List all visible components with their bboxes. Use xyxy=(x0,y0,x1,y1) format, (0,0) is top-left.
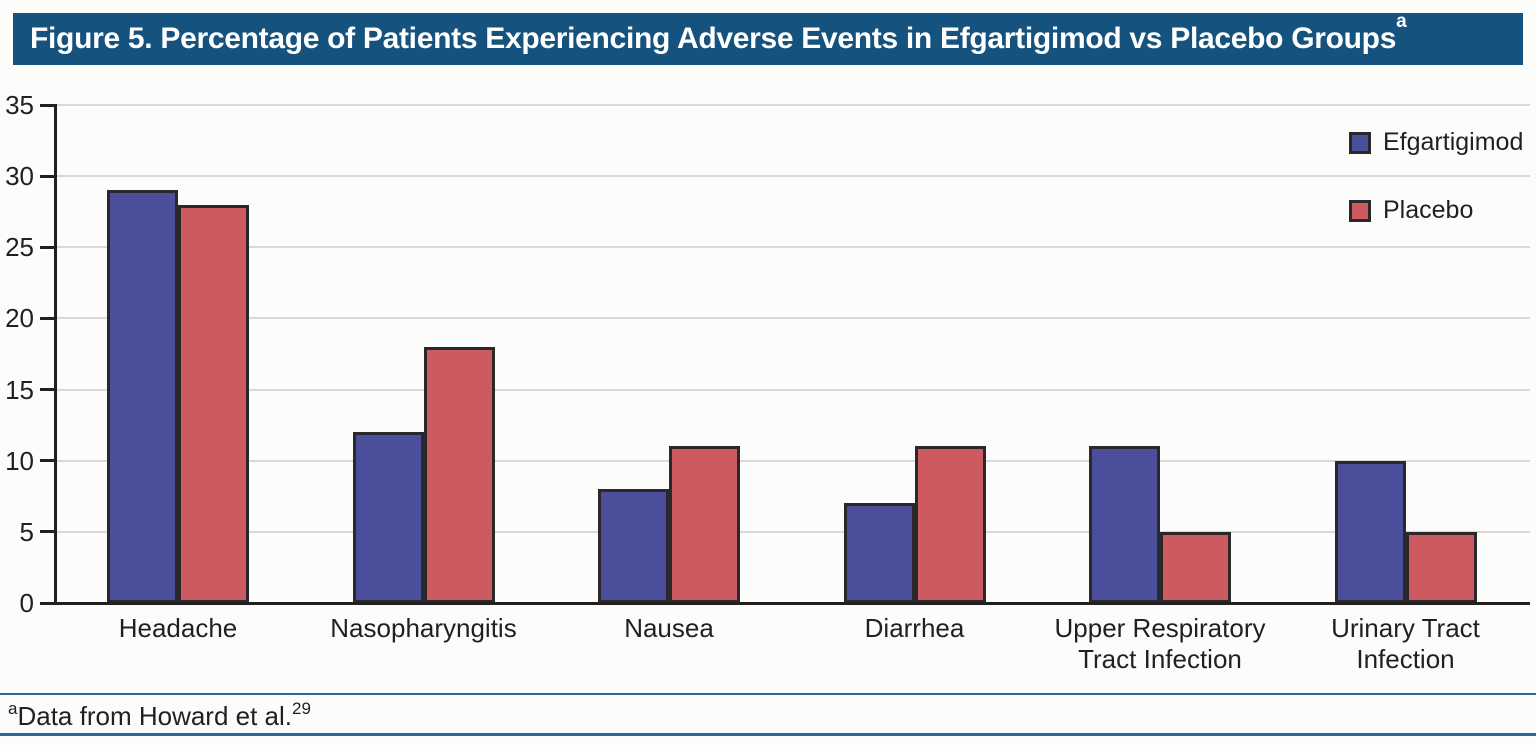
bar-placebo-3 xyxy=(669,446,740,603)
gridline-35 xyxy=(57,104,1530,106)
legend-label-efgartigimod: Efgartigimod xyxy=(1383,128,1524,156)
y-axis-tick-label-0: 0 xyxy=(19,588,34,618)
figure-title-text: Figure 5. Percentage of Patients Experie… xyxy=(30,22,1397,55)
y-axis-tick-0 xyxy=(40,601,55,605)
bar-efgartigimod-1 xyxy=(107,190,178,603)
bar-efgartigimod-2 xyxy=(352,432,424,603)
bar-efgartigimod-3 xyxy=(598,489,669,603)
legend-label-placebo: Placebo xyxy=(1383,196,1474,224)
x-axis-category-label-2: Nasopharyngitis xyxy=(330,613,517,643)
gridline-30 xyxy=(57,175,1530,178)
footnote: aData from Howard et al.29 xyxy=(8,699,311,732)
y-axis-tick-label-25: 25 xyxy=(5,232,34,263)
x-axis-category-label-1: Headache xyxy=(118,613,238,643)
legend-swatch-placebo xyxy=(1349,199,1371,222)
gridline-5 xyxy=(57,530,1530,533)
figure-title: Figure 5. Percentage of Patients Experie… xyxy=(30,11,1407,65)
bar-placebo-5 xyxy=(1160,531,1231,603)
y-axis-tick-label-30: 30 xyxy=(5,161,34,192)
y-axis-tick-30 xyxy=(40,174,55,178)
y-axis-line xyxy=(53,103,57,605)
y-axis-tick-label-15: 15 xyxy=(5,374,34,405)
y-axis-tick-label-10: 10 xyxy=(5,445,34,476)
y-axis-tick-10 xyxy=(40,459,55,463)
bar-efgartigimod-5 xyxy=(1089,446,1160,603)
figure-title-superscript: a xyxy=(1396,11,1407,32)
footnote-divider-line xyxy=(0,693,1536,695)
figure-title-bar: Figure 5. Percentage of Patients Experie… xyxy=(13,11,1523,65)
x-axis-category-label-3: Nausea xyxy=(624,613,714,643)
x-axis-line xyxy=(53,601,1530,605)
legend-item-placebo: Placebo xyxy=(1349,196,1523,225)
footnote-text: Data from Howard et al. xyxy=(17,701,293,731)
y-axis-tick-15 xyxy=(40,388,55,392)
gridline-10 xyxy=(57,459,1530,462)
legend-item-efgartigimod: Efgartigimod xyxy=(1349,128,1523,157)
gridline-15 xyxy=(57,388,1530,391)
x-axis-category-label-5: Upper Respiratory Tract Infection xyxy=(1054,613,1266,674)
y-axis-tick-20 xyxy=(40,316,55,320)
legend-swatch-efgartigimod xyxy=(1349,131,1371,154)
x-axis-category-label-4: Diarrhea xyxy=(864,613,965,643)
y-axis-tick-5 xyxy=(40,530,55,534)
chart-legend: Efgartigimod Placebo xyxy=(1349,128,1523,264)
y-axis-tick-25 xyxy=(40,245,55,249)
bar-placebo-6 xyxy=(1405,531,1477,603)
footnote-reference-superscript: 29 xyxy=(292,699,311,719)
x-axis-category-label-6: Urinary Tract Infection xyxy=(1331,613,1480,674)
bar-efgartigimod-6 xyxy=(1334,460,1406,603)
bar-placebo-1 xyxy=(178,204,249,603)
gridline-25 xyxy=(57,246,1530,249)
bar-efgartigimod-4 xyxy=(843,503,915,603)
bottom-border-line xyxy=(0,733,1536,736)
gridline-20 xyxy=(57,317,1530,320)
y-axis-tick-label-20: 20 xyxy=(5,303,34,334)
bar-placebo-4 xyxy=(914,446,986,603)
bar-placebo-2 xyxy=(423,346,495,603)
y-axis-tick-label-35: 35 xyxy=(5,90,34,120)
y-axis-tick-label-5: 5 xyxy=(19,516,34,547)
y-axis-tick-35 xyxy=(40,103,55,107)
footnote-superscript: a xyxy=(8,699,18,719)
